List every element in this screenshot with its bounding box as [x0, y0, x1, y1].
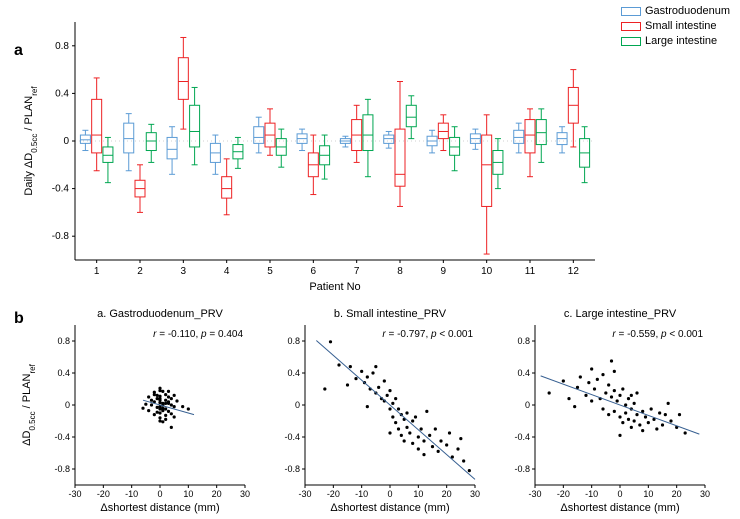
svg-text:Δshortest distance (mm): Δshortest distance (mm) — [330, 502, 449, 514]
svg-text:0.8: 0.8 — [287, 336, 300, 346]
svg-text:-20: -20 — [97, 489, 110, 499]
svg-text:-0.8: -0.8 — [54, 464, 70, 474]
svg-text:-0.8: -0.8 — [52, 231, 70, 242]
svg-text:b. Small intestine_PRV: b. Small intestine_PRV — [334, 308, 447, 320]
svg-text:Δshortest distance (mm): Δshortest distance (mm) — [560, 502, 679, 514]
svg-text:0: 0 — [525, 400, 530, 410]
svg-text:0.4: 0.4 — [57, 368, 70, 378]
svg-text:1: 1 — [94, 266, 100, 277]
svg-text:12: 12 — [568, 266, 580, 277]
svg-text:3: 3 — [181, 266, 187, 277]
svg-text:5: 5 — [267, 266, 273, 277]
figure-root: a b Gastroduodenum Small intestine Large… — [0, 0, 740, 519]
svg-text:-30: -30 — [298, 489, 311, 499]
svg-text:-10: -10 — [125, 489, 138, 499]
svg-text:r = -0.559, p < 0.001: r = -0.559, p < 0.001 — [612, 329, 703, 340]
svg-text:0: 0 — [65, 400, 70, 410]
svg-text:Patient No: Patient No — [309, 281, 360, 293]
svg-text:30: 30 — [700, 489, 710, 499]
svg-text:4: 4 — [224, 266, 230, 277]
svg-text:-30: -30 — [528, 489, 541, 499]
svg-text:0: 0 — [157, 489, 162, 499]
svg-text:20: 20 — [212, 489, 222, 499]
svg-text:0.4: 0.4 — [517, 368, 530, 378]
svg-text:0.8: 0.8 — [55, 41, 69, 52]
svg-text:-0.4: -0.4 — [514, 432, 530, 442]
svg-text:Daily ΔD0.5cc / PLANref: Daily ΔD0.5cc / PLANref — [23, 86, 39, 196]
svg-text:10: 10 — [643, 489, 653, 499]
svg-text:0: 0 — [387, 489, 392, 499]
svg-text:0: 0 — [63, 136, 69, 147]
svg-text:-30: -30 — [68, 489, 81, 499]
svg-text:-0.4: -0.4 — [52, 184, 70, 195]
svg-text:0.8: 0.8 — [517, 336, 530, 346]
svg-text:10: 10 — [481, 266, 493, 277]
svg-text:0: 0 — [295, 400, 300, 410]
svg-text:7: 7 — [354, 266, 360, 277]
svg-text:0.4: 0.4 — [287, 368, 300, 378]
svg-text:20: 20 — [442, 489, 452, 499]
boxplot-panel: -0.8-0.400.40.8123456789101112Daily ΔD0.… — [0, 0, 740, 300]
svg-text:2: 2 — [137, 266, 143, 277]
svg-text:c. Large intestine_PRV: c. Large intestine_PRV — [564, 308, 677, 320]
svg-text:Δshortest distance (mm): Δshortest distance (mm) — [100, 502, 219, 514]
svg-text:8: 8 — [397, 266, 403, 277]
svg-text:a. Gastroduodenum_PRV: a. Gastroduodenum_PRV — [97, 308, 223, 320]
svg-text:-0.8: -0.8 — [284, 464, 300, 474]
svg-text:10: 10 — [413, 489, 423, 499]
svg-text:r = -0.110, p = 0.404: r = -0.110, p = 0.404 — [153, 329, 243, 340]
svg-text:6: 6 — [311, 266, 317, 277]
svg-text:r = -0.797, p < 0.001: r = -0.797, p < 0.001 — [382, 329, 473, 340]
svg-text:0: 0 — [617, 489, 622, 499]
svg-text:30: 30 — [240, 489, 250, 499]
svg-text:9: 9 — [441, 266, 447, 277]
svg-text:20: 20 — [672, 489, 682, 499]
svg-text:-0.8: -0.8 — [514, 464, 530, 474]
svg-text:-0.4: -0.4 — [54, 432, 70, 442]
svg-text:-10: -10 — [585, 489, 598, 499]
svg-text:-10: -10 — [355, 489, 368, 499]
svg-text:30: 30 — [470, 489, 480, 499]
svg-text:-0.4: -0.4 — [284, 432, 300, 442]
svg-text:-20: -20 — [557, 489, 570, 499]
svg-text:10: 10 — [183, 489, 193, 499]
svg-text:ΔD0.5cc / PLANref: ΔD0.5cc / PLANref — [21, 363, 37, 445]
scatter-panels: ΔD0.5cc / PLANref a. Gastroduodenum_PRV -0… — [0, 300, 740, 519]
svg-text:0.8: 0.8 — [57, 336, 70, 346]
svg-text:11: 11 — [525, 266, 536, 277]
svg-text:-20: -20 — [327, 489, 340, 499]
svg-text:0.4: 0.4 — [55, 88, 69, 99]
